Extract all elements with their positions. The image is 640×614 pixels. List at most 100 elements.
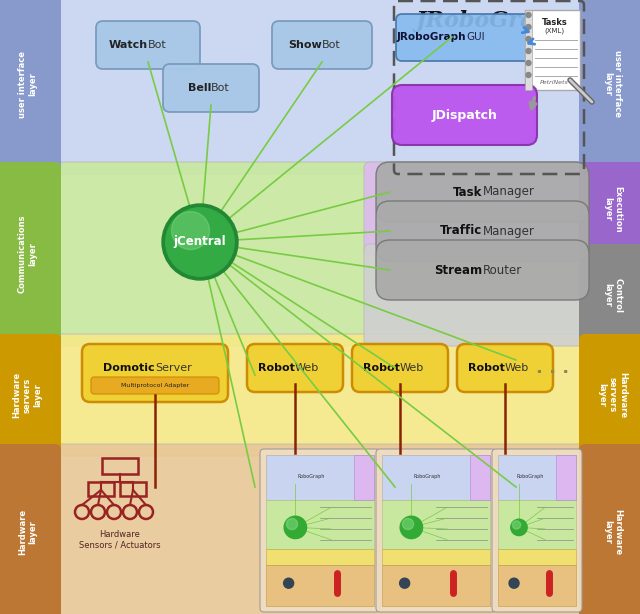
Bar <box>102 458 138 474</box>
Text: Hardware
Sensors / Actuators: Hardware Sensors / Actuators <box>79 530 161 550</box>
Circle shape <box>513 521 520 529</box>
Circle shape <box>166 208 234 276</box>
FancyBboxPatch shape <box>247 344 343 392</box>
Circle shape <box>526 12 531 18</box>
Circle shape <box>526 49 531 53</box>
Text: Communications
layer: Communications layer <box>18 215 37 293</box>
Circle shape <box>162 204 238 280</box>
Circle shape <box>284 578 294 588</box>
FancyBboxPatch shape <box>49 444 591 614</box>
Bar <box>556 455 576 500</box>
FancyBboxPatch shape <box>49 0 591 174</box>
Text: (XML): (XML) <box>545 28 564 34</box>
Text: Bot: Bot <box>322 40 340 50</box>
FancyBboxPatch shape <box>492 449 582 612</box>
Text: Stream: Stream <box>435 263 483 276</box>
Bar <box>354 455 374 500</box>
FancyBboxPatch shape <box>49 162 591 346</box>
Bar <box>382 565 490 606</box>
Text: Watch: Watch <box>109 40 148 50</box>
Circle shape <box>526 25 531 29</box>
Bar <box>88 482 114 496</box>
Text: jCentral: jCentral <box>173 236 227 249</box>
Circle shape <box>511 519 527 535</box>
FancyBboxPatch shape <box>352 344 448 392</box>
Bar <box>382 549 490 565</box>
Circle shape <box>526 36 531 42</box>
Bar <box>498 455 576 500</box>
FancyBboxPatch shape <box>0 162 61 346</box>
Text: Router: Router <box>483 263 522 276</box>
Text: Tasks: Tasks <box>541 18 568 27</box>
Text: Traffic: Traffic <box>440 225 483 238</box>
Circle shape <box>287 518 298 530</box>
Text: . . .: . . . <box>536 359 570 377</box>
FancyBboxPatch shape <box>364 244 591 346</box>
Text: Bell: Bell <box>188 83 211 93</box>
Text: Hardware
servers
layer: Hardware servers layer <box>13 372 42 418</box>
Text: Web: Web <box>505 363 529 373</box>
Text: Domotic: Domotic <box>104 363 155 373</box>
Text: Bot: Bot <box>211 83 230 93</box>
Circle shape <box>399 578 410 588</box>
FancyBboxPatch shape <box>376 201 589 261</box>
Text: Multiprotocol Adapter: Multiprotocol Adapter <box>121 383 189 388</box>
Circle shape <box>526 61 531 66</box>
Text: Show: Show <box>288 40 322 50</box>
Text: Hardware
servers
layer: Hardware servers layer <box>598 372 627 418</box>
Text: Execution
layer: Execution layer <box>603 185 622 232</box>
Text: Robot: Robot <box>363 363 400 373</box>
Text: Manager: Manager <box>483 225 534 238</box>
Bar <box>266 500 374 549</box>
FancyBboxPatch shape <box>579 0 640 174</box>
Circle shape <box>509 578 519 588</box>
Bar <box>382 500 490 549</box>
FancyBboxPatch shape <box>376 162 589 222</box>
Bar <box>498 549 576 565</box>
FancyBboxPatch shape <box>579 162 640 256</box>
FancyBboxPatch shape <box>82 344 228 402</box>
FancyBboxPatch shape <box>364 162 591 256</box>
Text: Hardware
layer: Hardware layer <box>603 509 622 555</box>
Text: Task: Task <box>453 185 483 198</box>
Text: JDispatch: JDispatch <box>431 109 497 122</box>
Bar <box>525 10 532 90</box>
Text: Server: Server <box>155 363 192 373</box>
Bar <box>266 565 374 606</box>
FancyBboxPatch shape <box>376 240 589 300</box>
Text: Robot: Robot <box>468 363 505 373</box>
FancyBboxPatch shape <box>579 444 640 614</box>
FancyBboxPatch shape <box>457 344 553 392</box>
Text: JRoboGraph: JRoboGraph <box>397 33 466 42</box>
Circle shape <box>403 518 413 530</box>
FancyBboxPatch shape <box>392 85 537 145</box>
Text: Web: Web <box>400 363 424 373</box>
Bar <box>498 500 576 549</box>
Text: user interface
layer: user interface layer <box>18 50 37 117</box>
FancyBboxPatch shape <box>91 377 219 394</box>
FancyBboxPatch shape <box>0 0 61 174</box>
Text: Hardware
layer: Hardware layer <box>18 509 37 555</box>
FancyBboxPatch shape <box>376 449 496 612</box>
Bar <box>120 482 146 496</box>
Circle shape <box>284 516 307 538</box>
Circle shape <box>172 212 209 250</box>
FancyBboxPatch shape <box>163 64 259 112</box>
Circle shape <box>526 72 531 77</box>
Text: RoboGraph: RoboGraph <box>298 474 324 479</box>
Text: Robot: Robot <box>258 363 295 373</box>
Text: Control
layer: Control layer <box>603 278 622 313</box>
FancyBboxPatch shape <box>272 21 372 69</box>
FancyBboxPatch shape <box>0 444 61 614</box>
Text: Bot: Bot <box>148 40 167 50</box>
Bar <box>498 565 576 606</box>
FancyBboxPatch shape <box>0 334 61 456</box>
Bar <box>382 455 490 500</box>
FancyBboxPatch shape <box>579 244 640 346</box>
FancyBboxPatch shape <box>579 334 640 456</box>
FancyBboxPatch shape <box>96 21 200 69</box>
Text: PetriNets: PetriNets <box>540 79 569 85</box>
FancyBboxPatch shape <box>49 334 591 456</box>
Bar <box>470 455 490 500</box>
Text: Manager: Manager <box>483 185 534 198</box>
